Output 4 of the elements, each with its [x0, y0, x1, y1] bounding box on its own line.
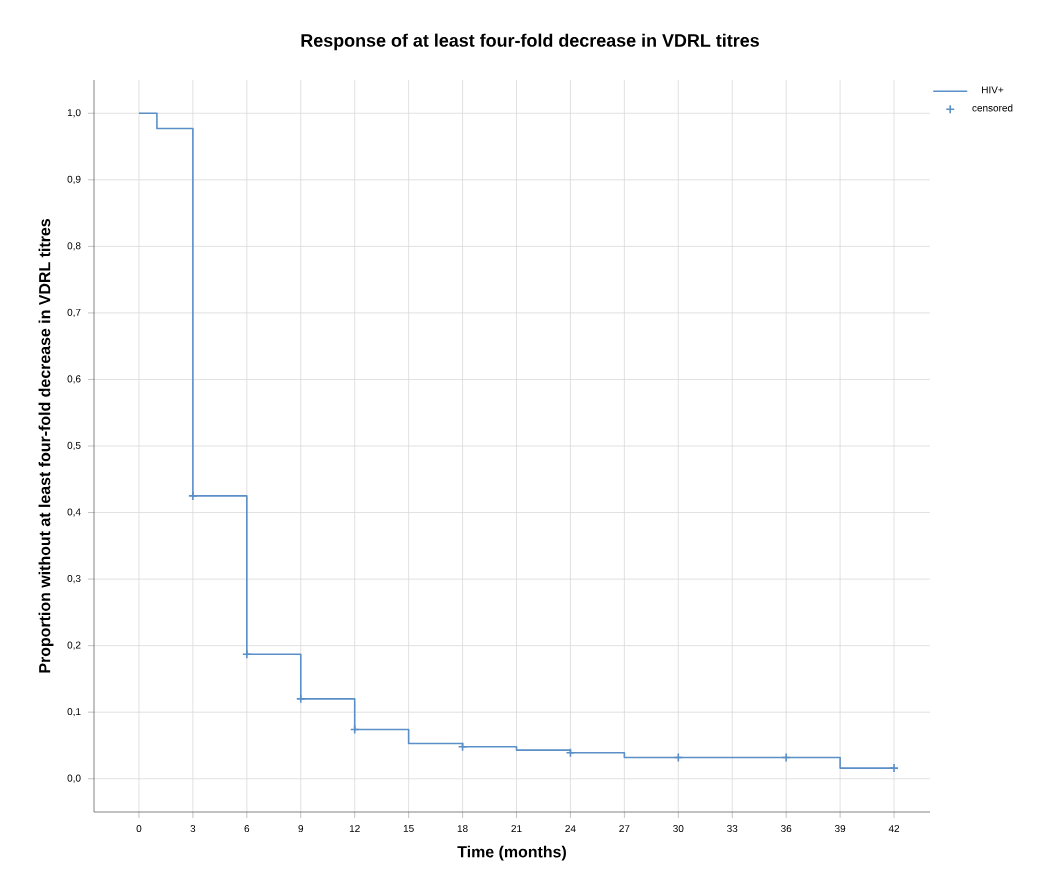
point — [295, 694, 306, 704]
chart-title: Response of at least four-fold decrease in VDRL titres — [301, 33, 759, 51]
point — [188, 491, 198, 501]
point — [242, 649, 252, 660]
